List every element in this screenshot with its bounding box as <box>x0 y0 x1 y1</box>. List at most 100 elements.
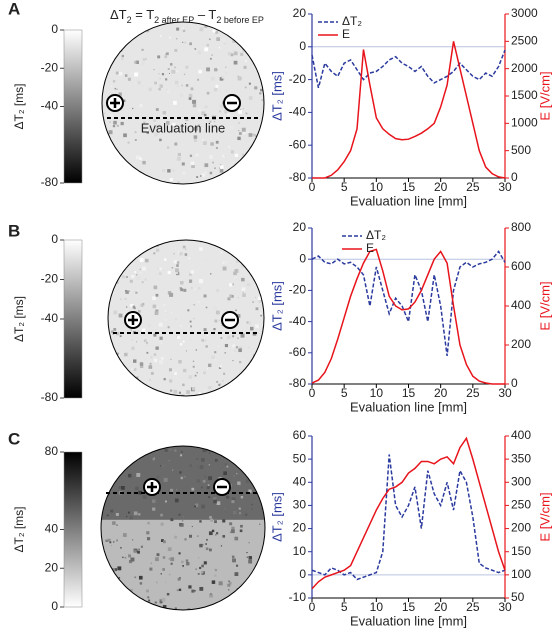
map-speckle <box>109 541 112 544</box>
map-speckle <box>116 471 118 473</box>
map-speckle <box>152 304 157 309</box>
map-speckle <box>110 509 114 513</box>
map-speckle <box>206 486 210 490</box>
map-speckle <box>245 454 249 458</box>
map-speckle <box>136 276 141 281</box>
map-speckle <box>204 113 207 117</box>
map-speckle <box>121 275 125 279</box>
y-axis-label: ΔT₂ [ms] <box>269 492 284 542</box>
map-speckle <box>148 87 152 91</box>
map-speckle <box>205 543 207 545</box>
map-speckle <box>194 180 196 182</box>
map-speckle <box>118 92 122 96</box>
map-speckle <box>174 372 177 375</box>
map-speckle <box>123 40 127 44</box>
map-speckle <box>167 547 172 551</box>
map-speckle <box>120 121 124 126</box>
map-speckle <box>206 91 210 95</box>
map-speckle <box>116 88 118 90</box>
map-speckle <box>239 346 243 350</box>
map-speckle <box>260 371 264 376</box>
map-speckle <box>154 132 158 137</box>
map-speckle <box>156 475 159 478</box>
map-speckle <box>177 181 180 184</box>
map-speckle <box>118 158 120 160</box>
map-speckle <box>177 577 181 581</box>
map-speckle <box>200 457 205 462</box>
map-speckle <box>219 365 222 368</box>
map-speckle <box>232 182 236 184</box>
map-speckle <box>206 67 210 72</box>
y-tick-label: -80 <box>289 170 307 184</box>
map-speckle <box>115 375 119 379</box>
map-speckle <box>114 252 118 256</box>
map-speckle <box>179 252 183 256</box>
map-speckle <box>125 290 129 294</box>
y-tick-label: 0 <box>299 567 306 581</box>
map-speckle <box>214 178 218 183</box>
map-speckle <box>198 69 202 74</box>
map-speckle <box>261 343 264 347</box>
map-speckle <box>118 577 121 579</box>
map-speckle <box>189 464 192 467</box>
map-speckle <box>108 382 111 385</box>
map-speckle <box>202 128 204 130</box>
map-speckle <box>141 48 144 51</box>
map-speckle <box>223 508 226 510</box>
map-speckle <box>196 457 199 461</box>
map-speckle <box>112 585 116 590</box>
map-speckle <box>260 371 263 374</box>
map-speckle <box>110 385 115 390</box>
map-speckle <box>124 352 128 357</box>
map-speckle <box>193 304 195 306</box>
map-speckle <box>146 537 151 541</box>
map-speckle <box>111 545 113 547</box>
map-speckle <box>251 386 254 389</box>
map-speckle <box>170 562 173 565</box>
map-speckle <box>153 252 156 255</box>
map-speckle <box>135 291 138 294</box>
map-speckle <box>211 355 215 359</box>
title-part: 2 before EP <box>216 15 264 25</box>
map-speckle <box>167 326 170 329</box>
map-speckle <box>159 336 163 340</box>
map-speckle <box>249 600 252 603</box>
map-speckle <box>241 277 245 282</box>
map-speckle <box>222 535 226 538</box>
y-tick-label: 0 <box>299 251 306 265</box>
map-speckle <box>201 571 204 574</box>
map-speckle <box>214 458 218 462</box>
map-speckle <box>138 513 141 516</box>
x-tick-label: 5 <box>341 180 348 194</box>
map-speckle <box>214 319 218 323</box>
map-speckle <box>112 124 116 128</box>
map-speckle <box>259 601 262 604</box>
map-speckle <box>235 90 239 95</box>
map-speckle <box>148 378 151 381</box>
map-speckle <box>145 58 147 60</box>
map-speckle <box>253 453 257 457</box>
map-speckle <box>139 582 143 585</box>
map-speckle <box>126 306 128 308</box>
map-speckle <box>219 169 224 173</box>
map-speckle <box>149 446 151 448</box>
y-tick-label: 10 <box>293 544 307 558</box>
figure-title: ΔT2 = T2 after EP – T2 before EP <box>110 7 264 25</box>
map-speckle <box>171 267 174 269</box>
map-speckle <box>247 155 250 158</box>
y-tick-label: 30 <box>293 498 307 512</box>
map-speckle <box>184 318 187 321</box>
legend-label: ΔT₂ <box>342 14 362 28</box>
map-speckle <box>234 308 236 310</box>
map-speckle <box>214 351 217 354</box>
map-speckle <box>154 311 159 316</box>
map-speckle <box>176 447 181 451</box>
map-speckle <box>168 72 170 74</box>
map-speckle <box>193 135 198 139</box>
series-line <box>311 454 506 581</box>
map-speckle <box>134 61 137 64</box>
map-speckle <box>245 161 250 166</box>
map-speckle <box>257 488 262 492</box>
map-speckle <box>185 248 187 250</box>
map-speckle <box>165 121 170 125</box>
